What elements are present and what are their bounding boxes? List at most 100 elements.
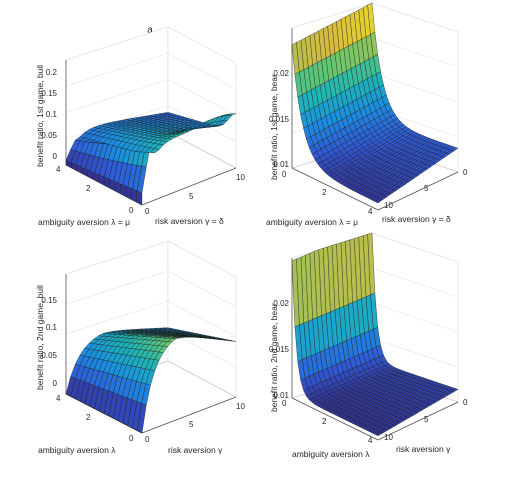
z-tick-label: 0.15: [41, 89, 57, 98]
z-tick-label: 0.02: [273, 299, 289, 308]
z-tick-label: 0.15: [41, 296, 57, 305]
grid-line: [65, 300, 169, 335]
grid-line: [167, 52, 237, 90]
x-tick-label: 0: [145, 435, 150, 444]
grid-line: [65, 270, 169, 305]
grid-line: [371, 302, 459, 333]
panel-a-x-ticks: 0 5 10: [145, 173, 245, 216]
surface-skirt: [120, 183, 126, 197]
axis-line: [291, 167, 379, 211]
grid-line: [371, 72, 459, 103]
x-tick-label: 10: [384, 201, 393, 210]
grid-line: [291, 2, 373, 29]
axis-line: [141, 396, 237, 434]
surface-skirt: [65, 160, 72, 169]
panel-b-y-label: ambiguity aversion λ = μ: [266, 217, 358, 227]
y-tick-label: 0: [129, 434, 134, 443]
panel-b-z-label: benefit ratio, 1st game, bear: [269, 74, 279, 180]
panel-c-y-ticks: 4 2 0: [56, 394, 134, 443]
surface-skirt: [125, 185, 132, 200]
y-tick-label: 2: [86, 413, 91, 422]
surface-patch: [374, 431, 383, 436]
x-tick-label: 0: [145, 207, 150, 216]
z-tick-label: 0.015: [269, 115, 290, 124]
grid-line: [167, 79, 237, 116]
y-tick-label: 0: [282, 399, 287, 408]
grid-line: [371, 337, 459, 368]
z-tick-label: 0.02: [273, 69, 289, 78]
axis-line: [377, 401, 459, 441]
z-tick-label: 0.05: [41, 131, 57, 140]
panel-b-y-ticks: 0 2 4: [282, 170, 373, 216]
panel-c-surface: [65, 327, 237, 434]
panel-a-z-ticks: 0.2 0.15 0.1 0.05 0: [41, 68, 57, 161]
panel-d-z-label: benefit ratio, 2nd game, bear: [269, 303, 279, 412]
y-tick-label: 2: [322, 417, 327, 426]
axis-line: [291, 397, 379, 441]
panel-c-x-label: risk aversion γ: [168, 445, 223, 455]
z-tick-label: 0: [53, 152, 58, 161]
y-tick-label: 4: [368, 207, 373, 216]
y-tick-label: 2: [86, 184, 91, 193]
axis-line: [141, 167, 237, 206]
panel-d-surface: [291, 232, 459, 436]
panel-b-z-ticks: 0.02 0.015 0.01: [269, 69, 290, 169]
y-tick-label: 4: [56, 394, 61, 403]
y-tick-label: 2: [322, 188, 327, 197]
z-tick-label: 0.05: [41, 351, 57, 360]
axis-line: [377, 171, 459, 211]
x-tick-label: 0: [463, 168, 468, 177]
y-tick-label: 0: [129, 206, 134, 215]
x-tick-label: 0: [463, 398, 468, 407]
z-tick-label: 0.1: [46, 323, 58, 332]
x-tick-label: 5: [424, 415, 429, 424]
grid-line: [167, 300, 237, 338]
surface-patch: [163, 112, 173, 115]
grid-line: [65, 240, 169, 275]
panel-c-z-ticks: 0.15 0.1 0.05 0: [41, 296, 57, 388]
x-tick-label: 5: [424, 184, 429, 193]
panel-b-surface: [291, 2, 459, 204]
grid-line: [65, 26, 169, 61]
panel-d: d 0.02 0.015 0.01 0 2 4 10 5 0 benefit r…: [269, 232, 468, 459]
surface-patch: [374, 198, 383, 204]
panel-a-z-label: benefit ratio, 1st game, bull: [35, 65, 45, 167]
panel-b: b 0.02 0.015 0.01 0 2 4 10 5 0 benefit r…: [266, 2, 468, 227]
panel-a-y-label: ambiguity aversion λ = μ: [38, 217, 130, 227]
grid-line: [167, 270, 237, 308]
y-tick-label: 4: [56, 165, 61, 174]
y-tick-label: 4: [368, 436, 373, 445]
panel-a-x-label: risk aversion γ = δ: [155, 216, 224, 226]
panel-d-y-label: ambiguity aversion λ: [292, 449, 370, 459]
x-tick-label: 5: [189, 420, 194, 429]
grid-line: [65, 52, 169, 87]
y-tick-label: 0: [282, 170, 287, 179]
grid-line: [371, 37, 459, 68]
x-tick-label: 5: [189, 192, 194, 201]
grid-line: [371, 267, 459, 298]
x-tick-label: 10: [236, 173, 245, 182]
x-tick-label: 10: [236, 402, 245, 411]
surface-patch: [163, 327, 173, 329]
z-tick-label: 0.01: [273, 391, 289, 400]
z-tick-label: 0.1: [46, 110, 58, 119]
surface-skirt: [65, 393, 72, 397]
panel-c-x-ticks: 0 5 10: [145, 402, 245, 444]
panel-d-y-ticks: 0 2 4: [282, 399, 373, 445]
panel-a: a 0.2 0.15 0.1 0.05 0 4 2 0 0 5 10 benef…: [35, 25, 245, 227]
z-tick-label: 0: [53, 379, 58, 388]
grid-line: [65, 79, 169, 113]
panel-b-x-label: risk aversion γ = δ: [382, 214, 451, 224]
grid-line: [371, 2, 459, 33]
panel-a-y-ticks: 4 2 0: [56, 165, 134, 215]
grid-line: [167, 240, 237, 278]
panel-a-letter: a: [147, 25, 153, 36]
panel-a-surface: [65, 112, 237, 206]
z-tick-label: 0.01: [273, 160, 289, 169]
panel-d-x-label: risk aversion γ: [396, 444, 451, 454]
surface-skirt: [114, 181, 121, 194]
panel-d-x-ticks: 10 5 0: [384, 398, 468, 442]
z-tick-label: 0.2: [46, 68, 58, 77]
grid-line: [167, 26, 237, 64]
panel-c: c 0.15 0.1 0.05 0 4 2 0 0 5 10 benefit r…: [35, 240, 245, 455]
